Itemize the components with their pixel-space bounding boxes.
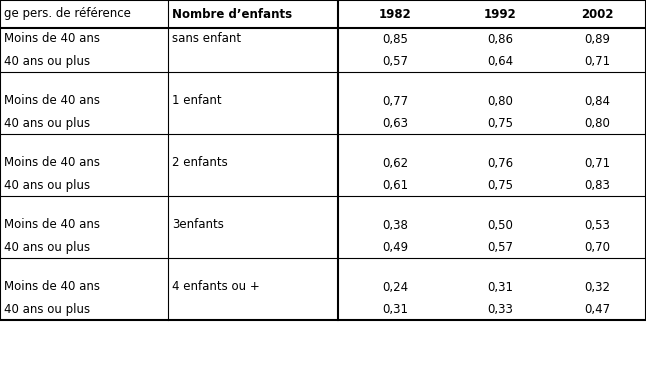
Text: 0,24: 0,24 <box>382 280 408 294</box>
Text: 0,80: 0,80 <box>488 94 514 108</box>
Text: 0,80: 0,80 <box>585 117 610 129</box>
Text: 0,53: 0,53 <box>585 219 610 231</box>
Text: 40 ans ou plus: 40 ans ou plus <box>4 240 90 254</box>
Text: 0,63: 0,63 <box>382 117 408 129</box>
Text: 0,62: 0,62 <box>382 156 408 170</box>
Text: 0,70: 0,70 <box>585 240 610 254</box>
Text: 0,75: 0,75 <box>488 117 514 129</box>
Text: 40 ans ou plus: 40 ans ou plus <box>4 54 90 68</box>
Text: 0,64: 0,64 <box>488 54 514 68</box>
Text: 1992: 1992 <box>484 8 517 21</box>
Text: 0,57: 0,57 <box>488 240 514 254</box>
Text: 40 ans ou plus: 40 ans ou plus <box>4 303 90 315</box>
Text: 0,86: 0,86 <box>488 33 514 45</box>
Text: ge pers. de référence: ge pers. de référence <box>4 8 131 21</box>
Text: 0,57: 0,57 <box>382 54 408 68</box>
Text: 40 ans ou plus: 40 ans ou plus <box>4 178 90 192</box>
Text: 0,89: 0,89 <box>585 33 610 45</box>
Text: 2 enfants: 2 enfants <box>172 156 228 170</box>
Text: 1 enfant: 1 enfant <box>172 94 222 108</box>
Text: Moins de 40 ans: Moins de 40 ans <box>4 156 100 170</box>
Text: sans enfant: sans enfant <box>172 33 241 45</box>
Text: 0,49: 0,49 <box>382 240 408 254</box>
Bar <box>0 0 646 320</box>
Text: 1982: 1982 <box>379 8 412 21</box>
Text: 0,71: 0,71 <box>585 54 610 68</box>
Text: 0,47: 0,47 <box>585 303 610 315</box>
Text: 2002: 2002 <box>581 8 614 21</box>
Text: 3enfants: 3enfants <box>172 219 224 231</box>
Text: 0,32: 0,32 <box>585 280 610 294</box>
Text: 0,61: 0,61 <box>382 178 408 192</box>
Text: 0,38: 0,38 <box>382 219 408 231</box>
Text: 0,83: 0,83 <box>585 178 610 192</box>
Text: Moins de 40 ans: Moins de 40 ans <box>4 219 100 231</box>
Text: Moins de 40 ans: Moins de 40 ans <box>4 280 100 294</box>
Text: 0,76: 0,76 <box>488 156 514 170</box>
Text: Moins de 40 ans: Moins de 40 ans <box>4 94 100 108</box>
Text: 0,75: 0,75 <box>488 178 514 192</box>
Text: 0,33: 0,33 <box>488 303 514 315</box>
Text: 0,71: 0,71 <box>585 156 610 170</box>
Text: 4 enfants ou +: 4 enfants ou + <box>172 280 260 294</box>
Text: 0,84: 0,84 <box>585 94 610 108</box>
Text: 0,77: 0,77 <box>382 94 408 108</box>
Text: Nombre d’enfants: Nombre d’enfants <box>172 8 292 21</box>
Text: 0,31: 0,31 <box>488 280 514 294</box>
Text: Moins de 40 ans: Moins de 40 ans <box>4 33 100 45</box>
Text: 40 ans ou plus: 40 ans ou plus <box>4 117 90 129</box>
Text: 0,85: 0,85 <box>382 33 408 45</box>
Text: 0,31: 0,31 <box>382 303 408 315</box>
Text: 0,50: 0,50 <box>488 219 514 231</box>
